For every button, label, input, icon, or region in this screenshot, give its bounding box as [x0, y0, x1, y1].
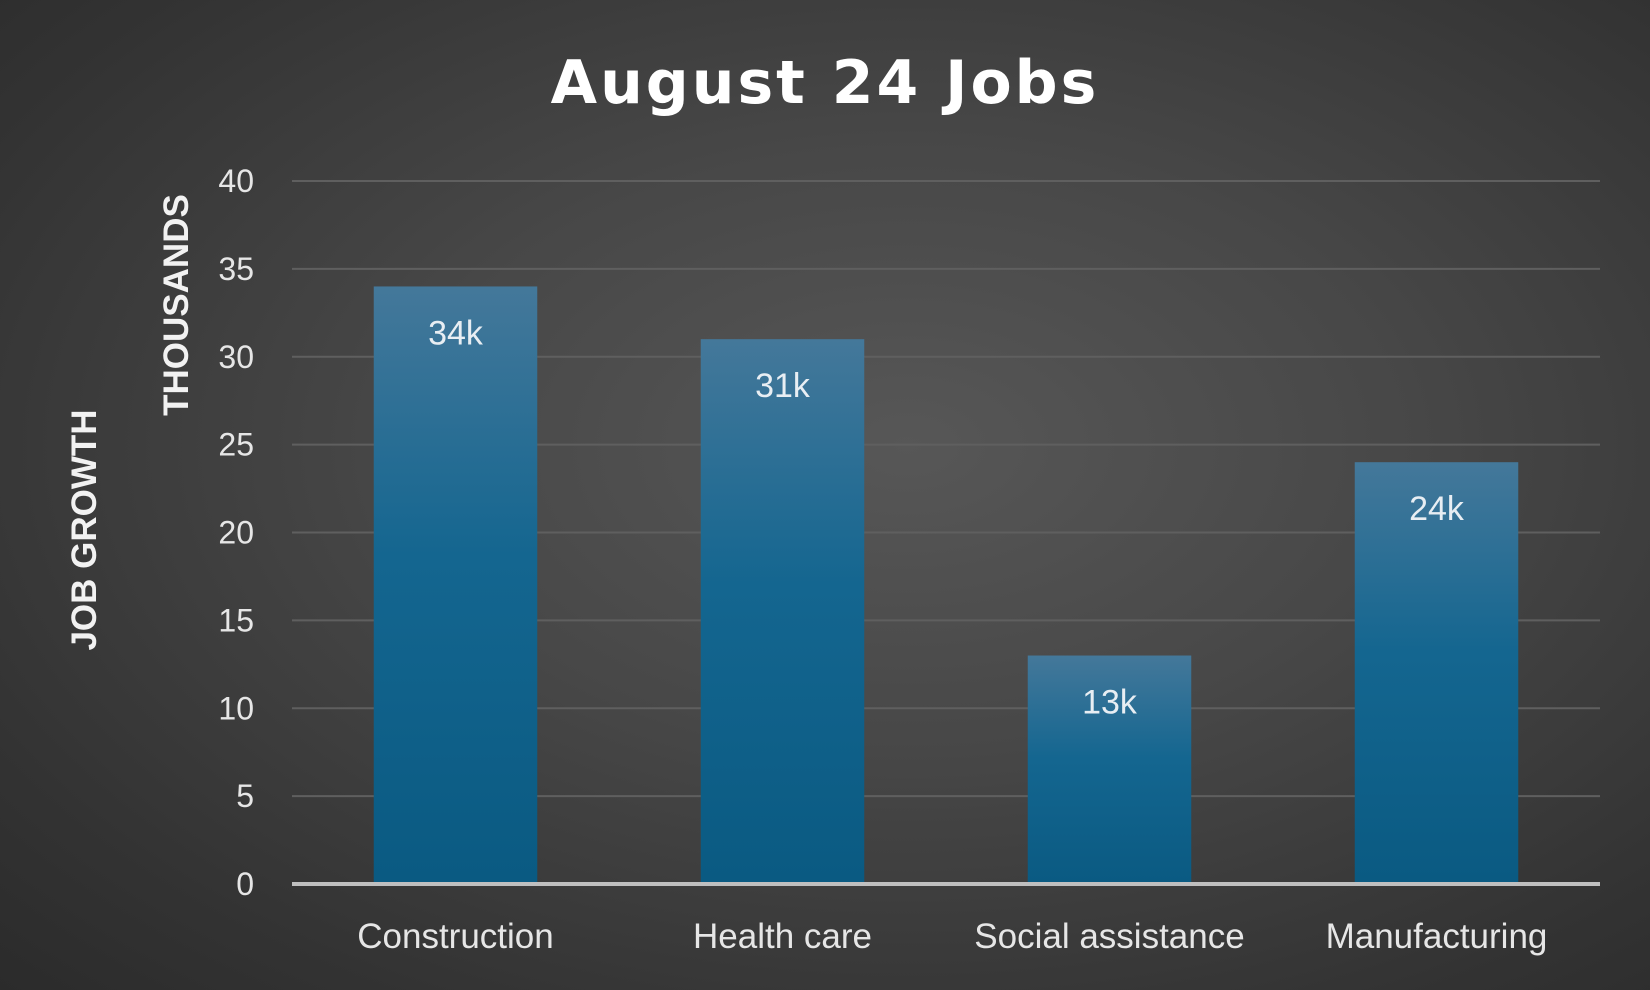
- y-tick-label: 40: [218, 163, 254, 199]
- y-axis-title: JOB GROWTH: [65, 409, 104, 650]
- x-category-label: Manufacturing: [1326, 917, 1548, 956]
- bar: [1027, 655, 1192, 884]
- data-label: 24k: [1409, 490, 1465, 528]
- x-category-label: Health care: [693, 917, 872, 956]
- y-tick-label: 30: [218, 339, 254, 375]
- data-label: 31k: [755, 367, 811, 405]
- y-axis-unit-label: THOUSANDS: [157, 194, 196, 416]
- data-label: 34k: [428, 314, 484, 352]
- data-label: 13k: [1082, 684, 1138, 722]
- x-category-label: Social assistance: [974, 917, 1244, 956]
- y-tick-label: 15: [218, 602, 254, 638]
- x-category-label: Construction: [357, 917, 553, 956]
- y-tick-label: 25: [218, 427, 254, 463]
- y-tick-label: 5: [236, 778, 254, 814]
- y-tick-label: 0: [236, 866, 254, 902]
- y-axis-ticks: 0 5 10 15 20 25 30 35 40: [218, 163, 254, 902]
- y-tick-label: 20: [218, 515, 254, 551]
- bar: [700, 339, 865, 884]
- chart-title: August 24 Jobs: [551, 48, 1100, 118]
- bar: [373, 286, 538, 884]
- x-axis-categories: Construction Health care Social assistance…: [357, 917, 1547, 956]
- data-labels: 34k 31k 13k 24k: [428, 314, 1465, 721]
- bars: [373, 286, 1519, 884]
- y-tick-label: 35: [218, 251, 254, 287]
- y-tick-label: 10: [218, 690, 254, 726]
- bar: [1354, 462, 1519, 884]
